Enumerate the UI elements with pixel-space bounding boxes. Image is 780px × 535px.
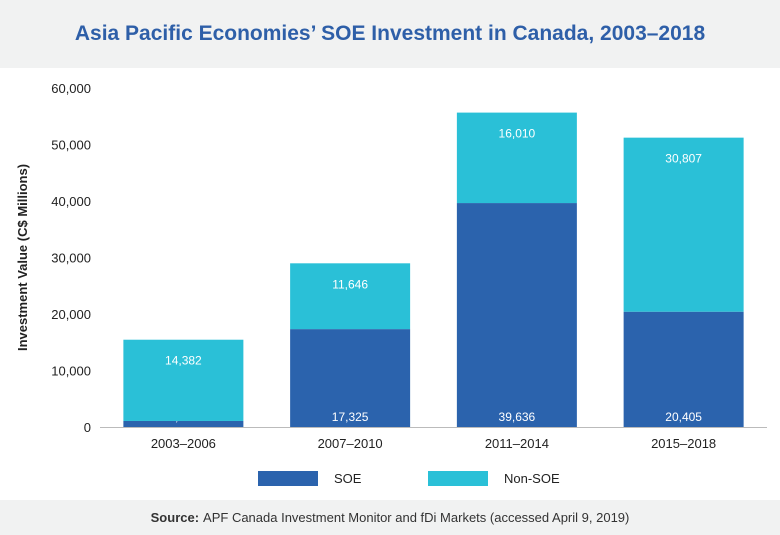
data-label: 20,405 [665, 410, 702, 424]
bar-soe [456, 203, 577, 427]
source-text: APF Canada Investment Monitor and fDi Ma… [203, 510, 630, 525]
x-tick-label: 2003–2006 [151, 436, 216, 451]
legend-swatch-soe [258, 471, 318, 486]
y-tick-label: 50,000 [51, 138, 91, 153]
data-label: 30,807 [665, 152, 702, 166]
legend-label: SOE [334, 471, 362, 486]
legend-swatch-non-soe [428, 471, 488, 486]
bar-soe [623, 311, 744, 427]
source-band: Source: APF Canada Investment Monitor an… [0, 500, 780, 535]
title-band: Asia Pacific Economies’ SOE Investment i… [0, 0, 780, 68]
y-tick-label: 20,000 [51, 307, 91, 322]
data-label: 39,636 [499, 410, 536, 424]
y-tick-label: 0 [84, 420, 91, 435]
bar-soe [290, 329, 411, 427]
bar-soe [123, 420, 244, 427]
stacked-bar-chart: Investment Value (C$ Millions) 0 10,000 20,… [15, 81, 767, 486]
data-label: 17,325 [332, 410, 369, 424]
x-tick-label: 2015–2018 [651, 436, 716, 451]
y-tick-label: 60,000 [51, 81, 91, 96]
bar-non-soe [456, 112, 577, 204]
y-tick-label: 30,000 [51, 251, 91, 266]
source-label: Source: [150, 510, 200, 525]
bar-non-soe [290, 263, 411, 330]
x-tick-label: 2007–2010 [318, 436, 383, 451]
bar-non-soe [623, 137, 744, 312]
bar-non-soe [123, 339, 244, 421]
legend-label: Non-SOE [504, 471, 560, 486]
data-label: 14,382 [165, 354, 202, 368]
chart-title: Asia Pacific Economies’ SOE Investment i… [74, 22, 706, 45]
x-tick-label: 2011–2014 [485, 436, 549, 451]
y-axis-title: Investment Value (C$ Millions) [15, 164, 30, 351]
data-label: 16,010 [499, 127, 536, 141]
y-tick-label: 10,000 [51, 364, 91, 379]
data-label: 11,646 [332, 277, 368, 291]
y-tick-label: 40,000 [51, 194, 91, 209]
